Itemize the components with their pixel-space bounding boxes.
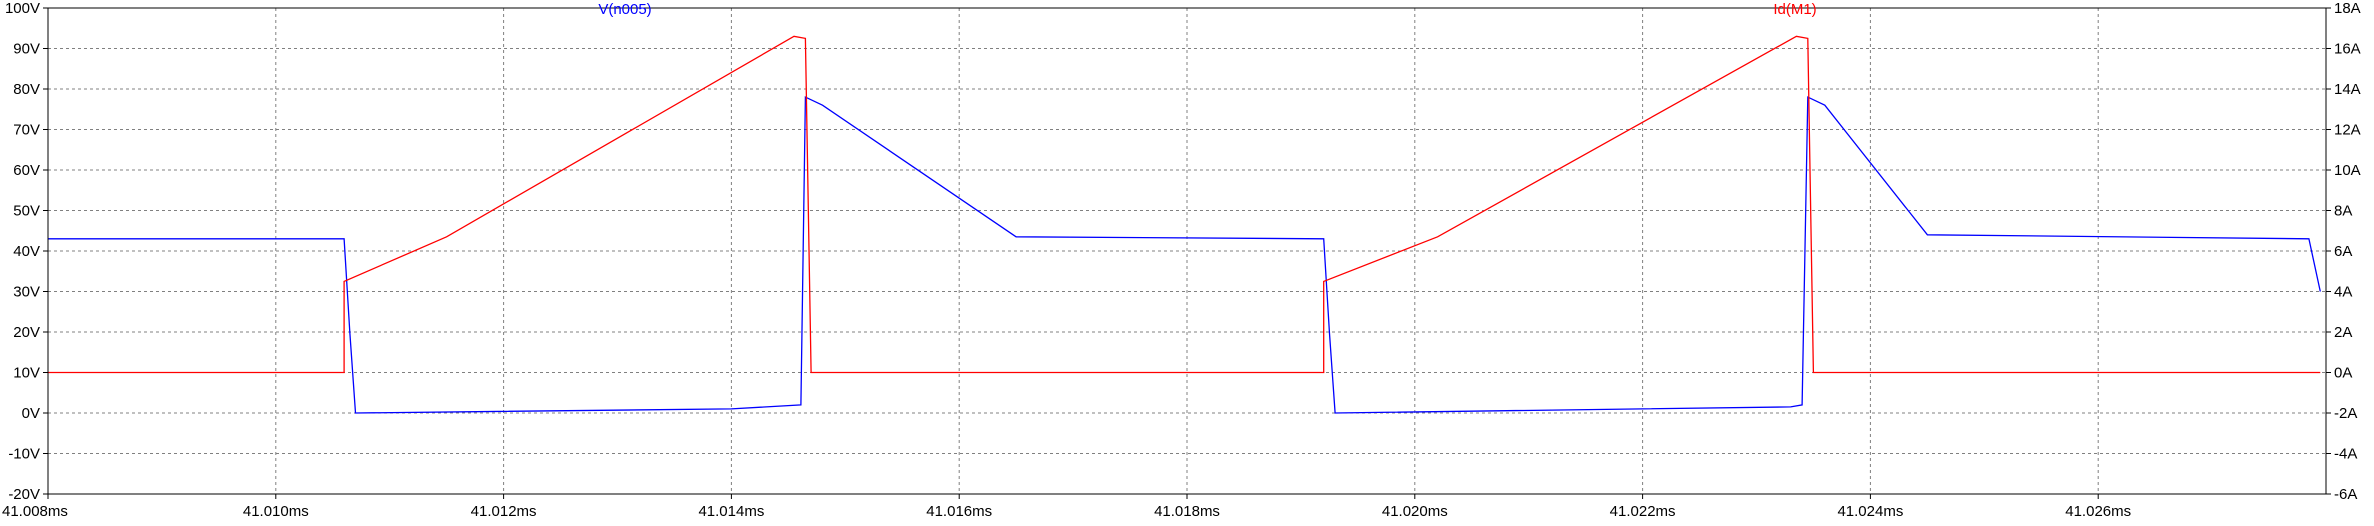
- grid: [48, 8, 2326, 494]
- y-left-tick-label: 60V: [13, 162, 40, 179]
- y-right-tick-label: 10A: [2334, 162, 2361, 179]
- series-layer: [48, 35, 2321, 414]
- y-left-tick-label: 50V: [13, 203, 40, 220]
- y-right-tick-label: 18A: [2334, 0, 2361, 17]
- y-left-tick-label: 40V: [13, 243, 40, 260]
- y-right-tick-label: 8A: [2334, 203, 2352, 220]
- y-right-tick-label: 6A: [2334, 243, 2352, 260]
- series-line-0: [48, 96, 2321, 414]
- x-tick-label: 41.014ms: [698, 503, 764, 520]
- y-right-tick-label: -4A: [2334, 446, 2357, 463]
- y-right-tick-label: 16A: [2334, 41, 2361, 58]
- x-tick-label: 41.012ms: [471, 503, 537, 520]
- y-left-tick-label: 20V: [13, 324, 40, 341]
- x-tick-label: 41.020ms: [1382, 503, 1448, 520]
- x-tick-label: 41.018ms: [1154, 503, 1220, 520]
- y-right-tick-label: 14A: [2334, 81, 2361, 98]
- y-right-tick-label: 2A: [2334, 324, 2352, 341]
- legend-vn005: V(n005): [598, 1, 651, 18]
- y-left-tick-label: -10V: [8, 446, 40, 463]
- y-left-tick-label: 100V: [5, 0, 40, 17]
- y-left-tick-label: -20V: [8, 486, 40, 503]
- y-left-tick-label: 0V: [22, 405, 40, 422]
- y-left-tick-label: 80V: [13, 81, 40, 98]
- x-tick-label: 41.024ms: [1837, 503, 1903, 520]
- x-tick-label: 41.008ms: [2, 503, 68, 520]
- y-right-tick-label: -2A: [2334, 405, 2357, 422]
- series-line-1: [48, 35, 2321, 374]
- legend-idm1: Id(M1): [1773, 1, 1816, 18]
- x-tick-label: 41.026ms: [2065, 503, 2131, 520]
- x-tick-label: 41.010ms: [243, 503, 309, 520]
- y-right-tick-label: 12A: [2334, 122, 2361, 139]
- x-tick-label: 41.022ms: [1610, 503, 1676, 520]
- y-left-tick-label: 70V: [13, 122, 40, 139]
- x-tick-label: 41.016ms: [926, 503, 992, 520]
- y-left-tick-label: 10V: [13, 365, 40, 382]
- y-right-tick-label: 4A: [2334, 284, 2352, 301]
- y-right-tick-label: 0A: [2334, 365, 2352, 382]
- y-left-tick-label: 30V: [13, 284, 40, 301]
- y-right-tick-label: -6A: [2334, 486, 2357, 503]
- y-left-tick-label: 90V: [13, 41, 40, 58]
